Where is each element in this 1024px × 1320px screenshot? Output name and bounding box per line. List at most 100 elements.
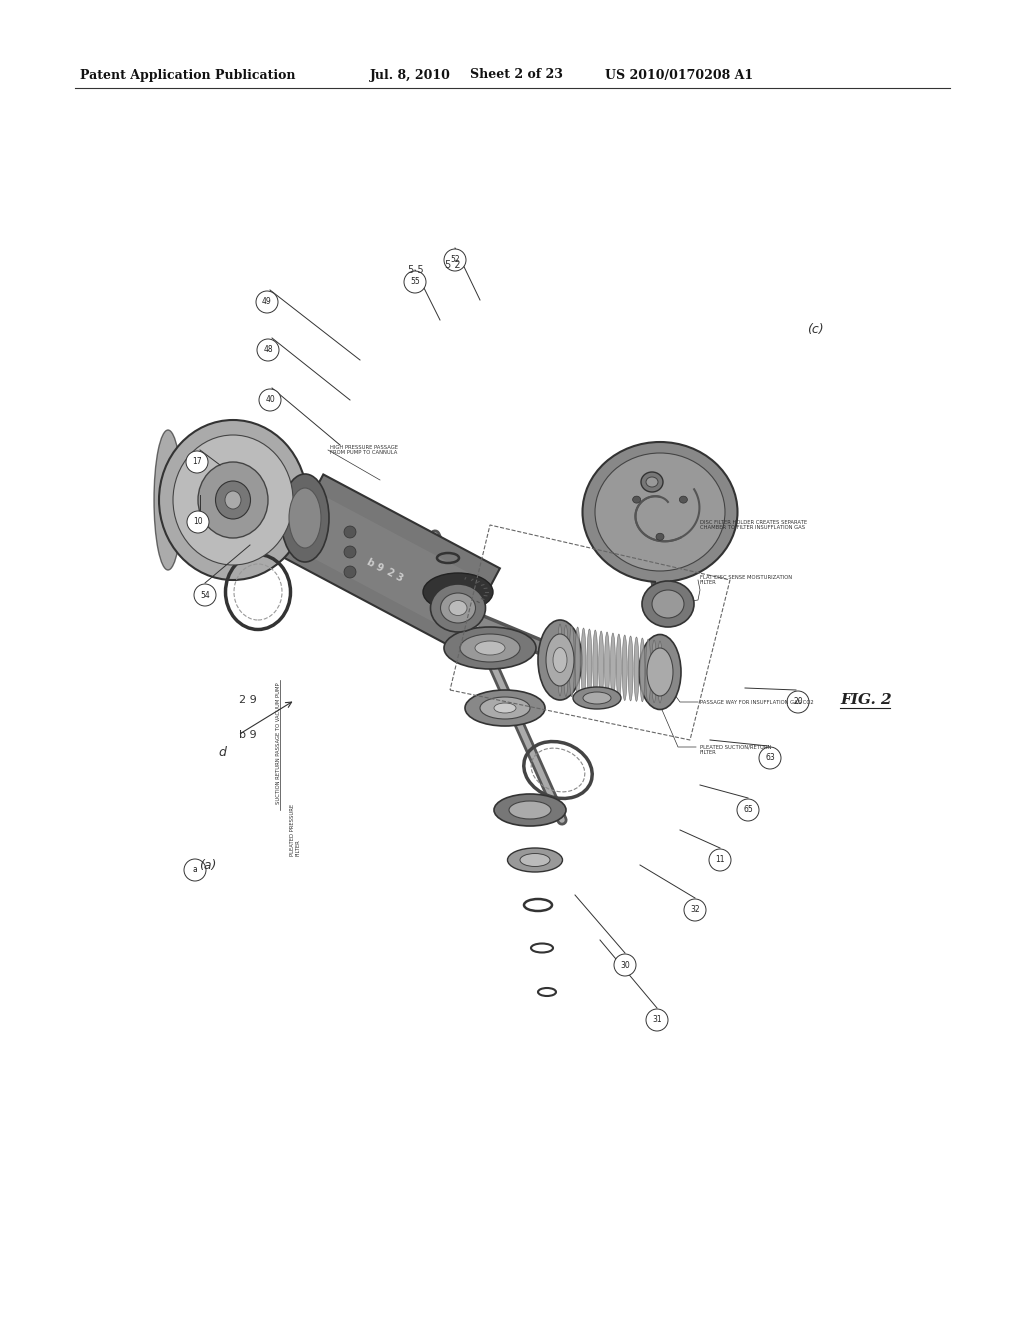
Circle shape <box>187 511 209 533</box>
Text: HIGH PRESSURE PASSAGE
FROM PUMP TO CANNULA: HIGH PRESSURE PASSAGE FROM PUMP TO CANNU… <box>330 445 398 455</box>
Ellipse shape <box>480 697 530 719</box>
Circle shape <box>404 271 426 293</box>
Circle shape <box>737 799 759 821</box>
Circle shape <box>257 339 279 360</box>
Ellipse shape <box>604 632 609 700</box>
Text: 40: 40 <box>265 396 274 404</box>
Ellipse shape <box>587 630 592 698</box>
Ellipse shape <box>616 634 622 700</box>
Text: b 9: b 9 <box>240 730 257 741</box>
Circle shape <box>646 1008 668 1031</box>
Text: 54: 54 <box>200 590 210 599</box>
Text: 31: 31 <box>652 1015 662 1024</box>
Ellipse shape <box>563 624 568 697</box>
Ellipse shape <box>569 626 574 697</box>
Ellipse shape <box>656 533 664 540</box>
Ellipse shape <box>546 634 574 686</box>
Polygon shape <box>292 494 488 636</box>
Ellipse shape <box>281 474 329 562</box>
Ellipse shape <box>634 638 639 701</box>
Ellipse shape <box>623 635 628 701</box>
Ellipse shape <box>509 801 551 818</box>
Text: PLEATED PRESSURE
FILTER: PLEATED PRESSURE FILTER <box>290 804 301 857</box>
Text: a: a <box>193 866 198 874</box>
Circle shape <box>194 583 216 606</box>
Ellipse shape <box>215 480 251 519</box>
Ellipse shape <box>225 491 241 510</box>
Circle shape <box>759 747 781 770</box>
Ellipse shape <box>444 627 536 669</box>
Ellipse shape <box>520 854 550 866</box>
Ellipse shape <box>557 624 562 696</box>
Ellipse shape <box>628 636 633 701</box>
Ellipse shape <box>573 686 621 709</box>
Ellipse shape <box>553 648 567 672</box>
Ellipse shape <box>430 583 485 632</box>
Ellipse shape <box>583 692 611 704</box>
Circle shape <box>259 389 281 411</box>
Ellipse shape <box>575 627 581 697</box>
Ellipse shape <box>642 581 694 627</box>
Circle shape <box>186 451 208 473</box>
Text: SUCTION RETURN PASSAGE TO VACUUM PUMP: SUCTION RETURN PASSAGE TO VACUUM PUMP <box>275 682 281 804</box>
Ellipse shape <box>494 795 566 826</box>
Ellipse shape <box>154 430 182 570</box>
Text: (c): (c) <box>807 323 823 337</box>
Ellipse shape <box>640 638 645 702</box>
Ellipse shape <box>647 648 673 696</box>
Text: 52: 52 <box>451 256 460 264</box>
Text: Patent Application Publication: Patent Application Publication <box>80 69 296 82</box>
Circle shape <box>344 525 356 539</box>
Text: PASSAGE WAY FOR INSUFFLATION GAS CO2: PASSAGE WAY FOR INSUFFLATION GAS CO2 <box>700 700 814 705</box>
Text: 65: 65 <box>743 805 753 814</box>
Text: 2 3: 2 3 <box>385 566 404 583</box>
Ellipse shape <box>657 642 663 704</box>
Ellipse shape <box>641 473 663 492</box>
Text: b 9: b 9 <box>365 557 385 573</box>
Text: 32: 32 <box>690 906 699 915</box>
Text: 63: 63 <box>765 754 775 763</box>
Text: 17: 17 <box>193 458 202 466</box>
Circle shape <box>684 899 706 921</box>
Circle shape <box>614 954 636 975</box>
Ellipse shape <box>198 462 268 539</box>
Text: FLAT DISC SENSE MOISTURIZATION
FILTER: FLAT DISC SENSE MOISTURIZATION FILTER <box>700 574 793 585</box>
Ellipse shape <box>633 496 641 503</box>
Text: 55: 55 <box>411 277 420 286</box>
Text: 5 5: 5 5 <box>409 265 424 275</box>
Ellipse shape <box>646 477 658 487</box>
Text: 10: 10 <box>194 517 203 527</box>
Text: 2 9: 2 9 <box>240 696 257 705</box>
Text: 20: 20 <box>794 697 803 706</box>
Text: Sheet 2 of 23: Sheet 2 of 23 <box>470 69 563 82</box>
Ellipse shape <box>460 634 520 663</box>
Circle shape <box>709 849 731 871</box>
Circle shape <box>184 859 206 880</box>
Ellipse shape <box>289 488 321 548</box>
Text: DISC FILTER HOLDER CREATES SEPARATE
CHAMBER TO FILTER INSUFFLATION GAS: DISC FILTER HOLDER CREATES SEPARATE CHAM… <box>700 520 807 531</box>
Ellipse shape <box>652 590 684 618</box>
Ellipse shape <box>538 620 582 700</box>
Ellipse shape <box>599 631 604 698</box>
Circle shape <box>444 249 466 271</box>
Ellipse shape <box>583 442 737 582</box>
Text: 5 2: 5 2 <box>445 260 461 271</box>
Circle shape <box>344 546 356 558</box>
Ellipse shape <box>449 601 467 615</box>
Ellipse shape <box>581 628 586 698</box>
Text: Jul. 8, 2010: Jul. 8, 2010 <box>370 69 451 82</box>
Text: 49: 49 <box>262 297 272 306</box>
Circle shape <box>256 290 278 313</box>
Ellipse shape <box>595 453 725 572</box>
Circle shape <box>344 566 356 578</box>
Text: 48: 48 <box>263 346 272 355</box>
Ellipse shape <box>494 704 516 713</box>
Text: d: d <box>218 746 226 759</box>
Text: US 2010/0170208 A1: US 2010/0170208 A1 <box>605 69 753 82</box>
Ellipse shape <box>679 496 687 503</box>
Ellipse shape <box>440 593 475 623</box>
Ellipse shape <box>593 630 598 698</box>
Text: 11: 11 <box>715 855 725 865</box>
Text: (a): (a) <box>200 858 217 871</box>
Ellipse shape <box>423 573 493 611</box>
